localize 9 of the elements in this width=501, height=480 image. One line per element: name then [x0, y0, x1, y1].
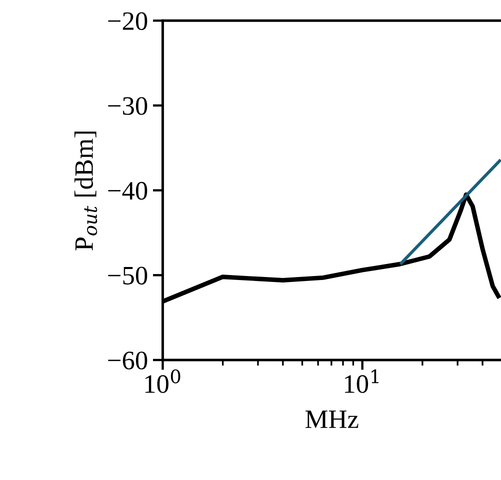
y-tick-label: −20: [108, 12, 148, 30]
y-tick-label: −50: [108, 266, 148, 285]
y-tick-label: −40: [108, 182, 148, 200]
x-tick-label: 10$^{1}$: [345, 369, 378, 393]
y-tick-label: −30: [108, 97, 148, 115]
x-axis-title: MHz: [306, 410, 358, 428]
y-tick-label: −60: [108, 352, 148, 370]
y-axis-title: P$_{out}$ [dBm]: [74, 132, 98, 250]
x-tick-label: 10$^{0}$: [145, 369, 180, 393]
